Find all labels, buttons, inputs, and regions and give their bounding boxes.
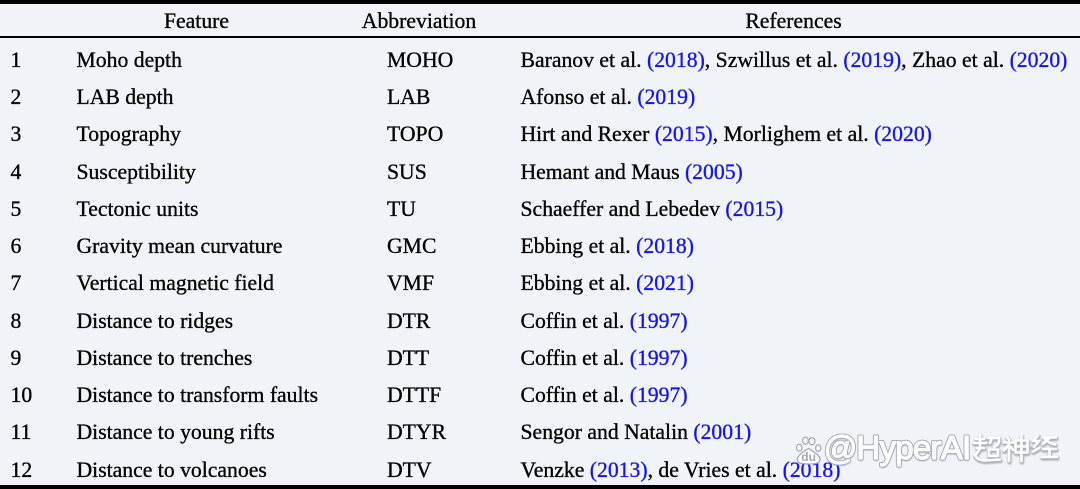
- svg-text:@HyperAI: @HyperAI: [824, 431, 971, 468]
- svg-text:@HyperAI: @HyperAI: [824, 430, 971, 466]
- svg-text:@HyperAI: @HyperAI: [824, 430, 971, 466]
- svg-text:du: du: [801, 450, 816, 464]
